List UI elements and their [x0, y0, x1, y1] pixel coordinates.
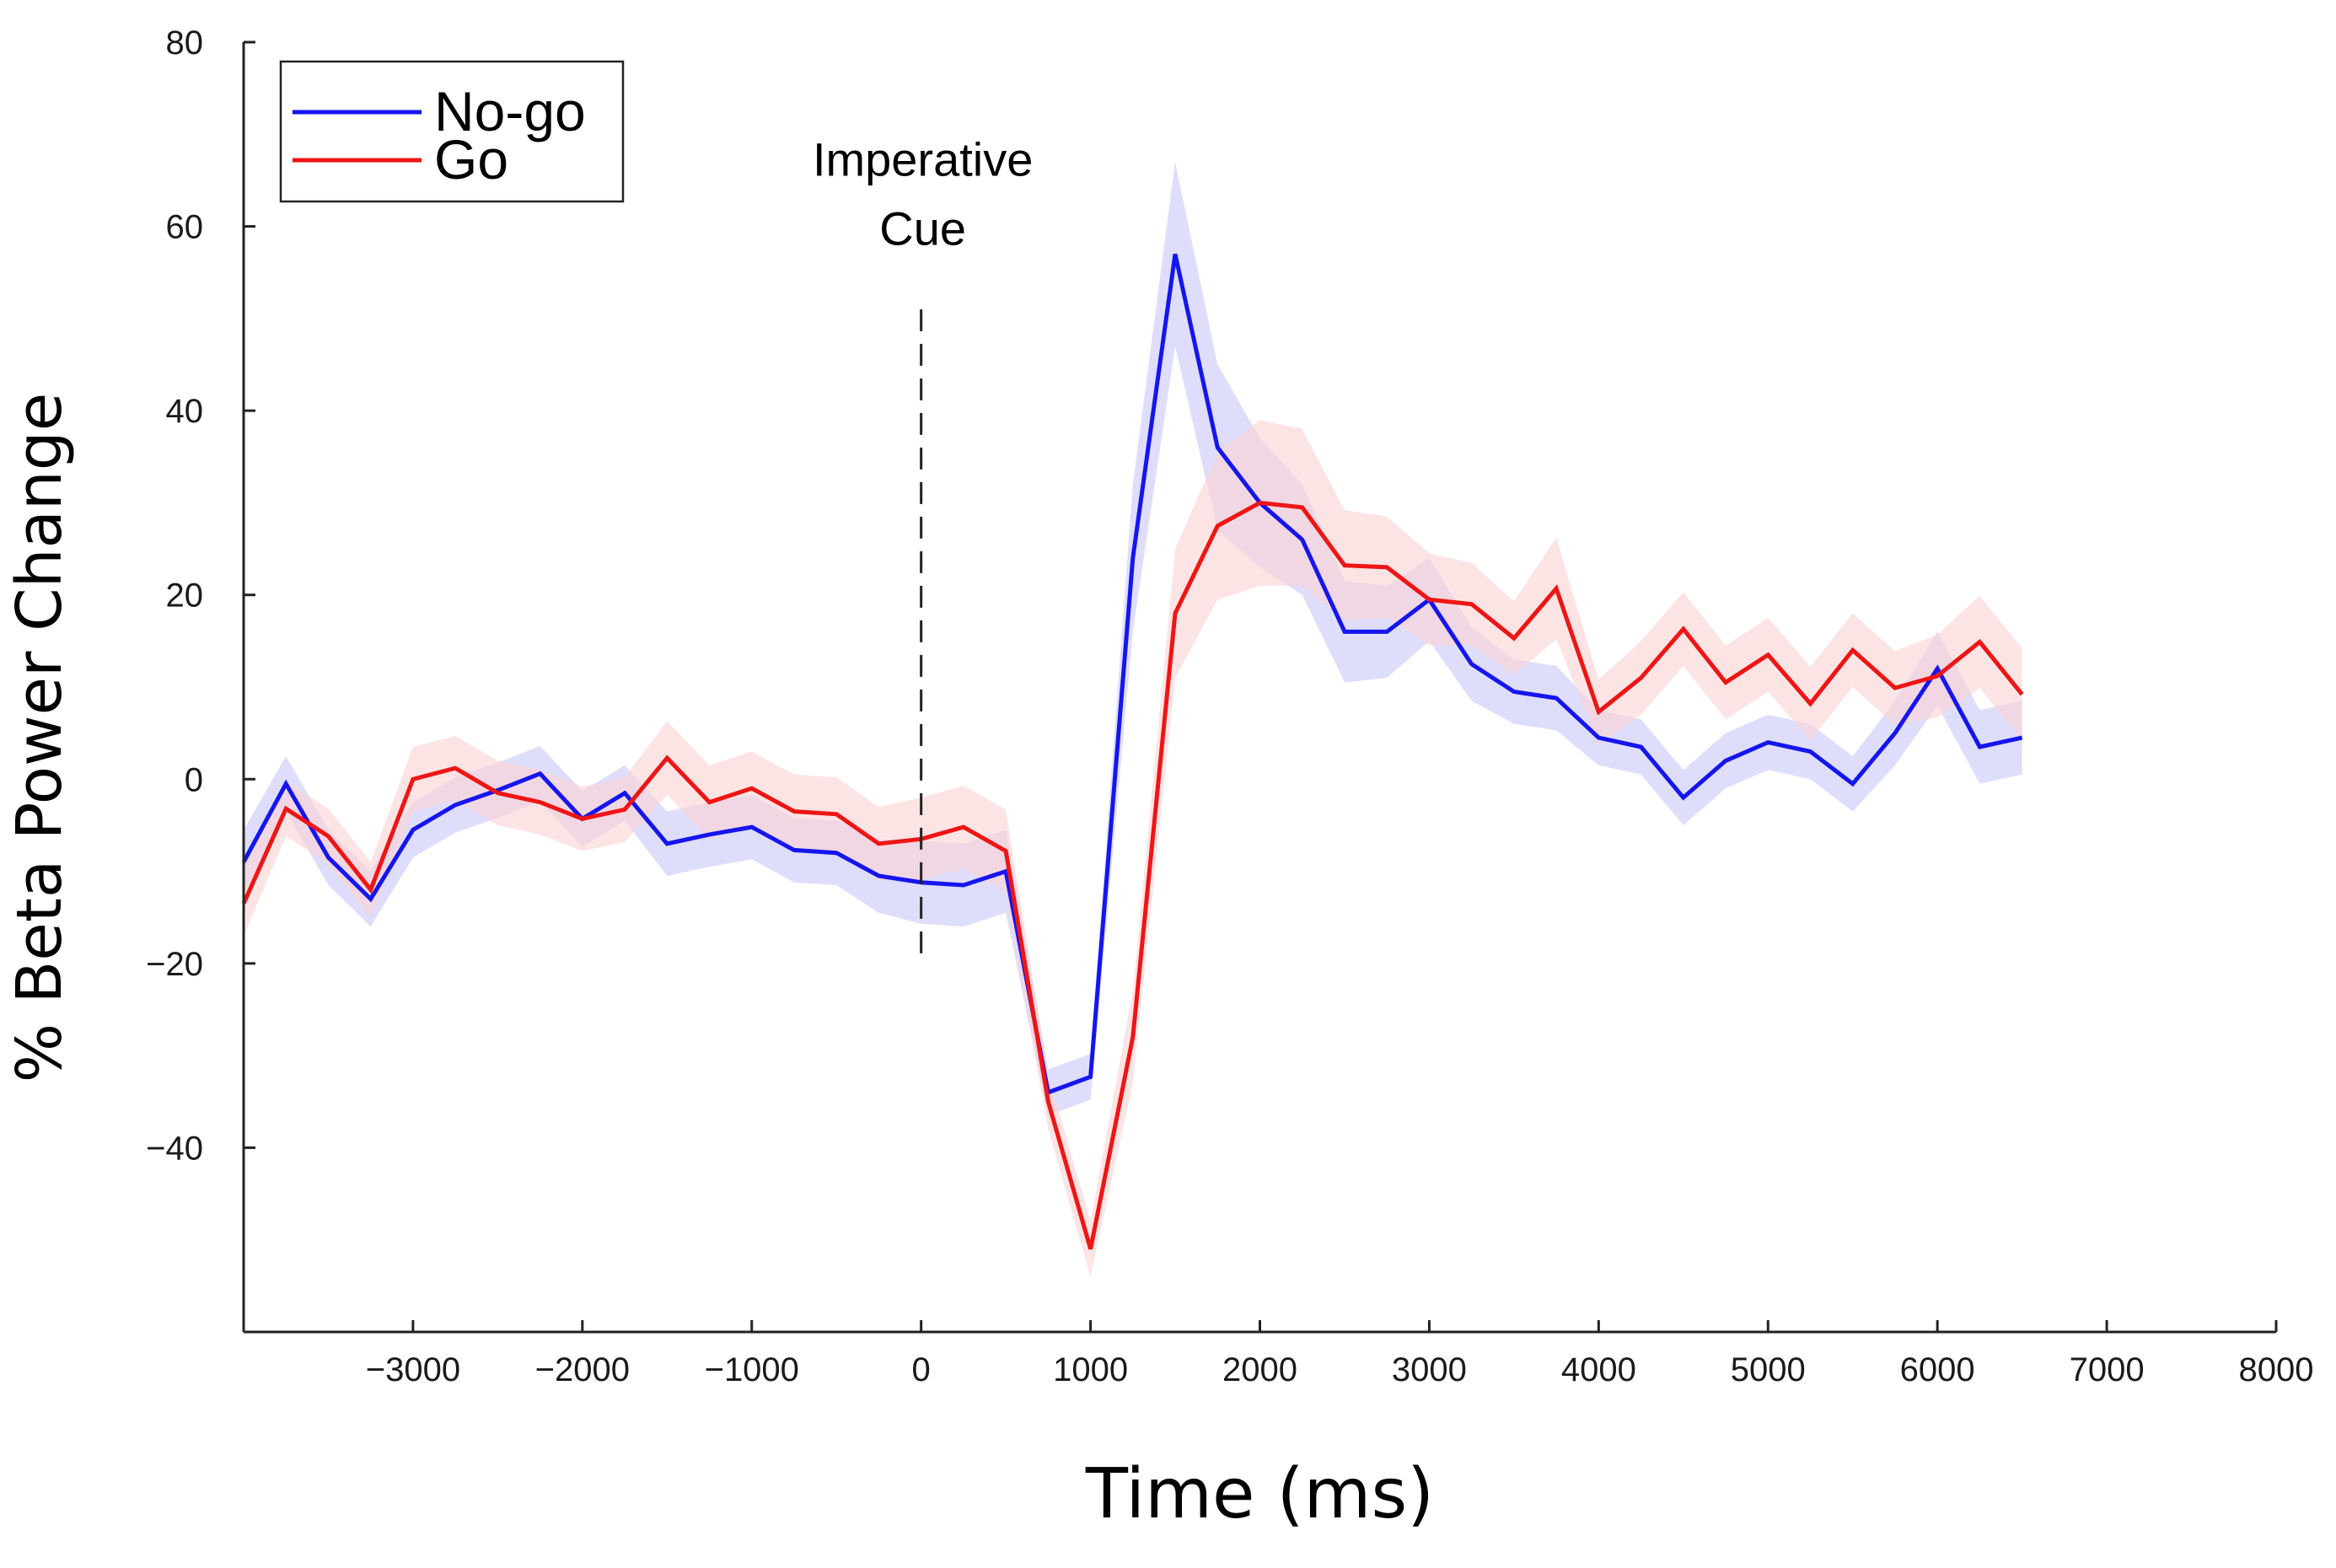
y-tick-label: 60 [166, 209, 204, 246]
line-go [241, 500, 2024, 1250]
x-tick-label: −3000 [366, 1351, 460, 1388]
legend-label-go: Go [434, 128, 508, 191]
y-tick-label: −40 [146, 1130, 203, 1167]
x-tick-label: 2000 [1222, 1351, 1297, 1388]
band-go [244, 420, 2022, 1277]
imperative-cue-label-line1: Imperative [813, 132, 1033, 185]
legend-label-no-go: No-go [434, 80, 586, 142]
y-tick-label: 40 [166, 393, 204, 430]
imperative-cue-annotation: Imperative Cue [813, 132, 1033, 964]
x-tick-label: 3000 [1392, 1351, 1467, 1388]
y-tick-label: −20 [146, 946, 203, 983]
x-ticks: −3000 −2000 −1000 0 1000 2000 3000 4000 5000 6000… [366, 1320, 2314, 1388]
x-tick-label: 1000 [1053, 1351, 1128, 1388]
x-tick-label: 0 [912, 1351, 931, 1388]
legend: No-go Go [279, 60, 625, 203]
legend-box [279, 60, 625, 203]
x-tick-label: −2000 [535, 1351, 630, 1388]
x-tick-label: 5000 [1731, 1351, 1806, 1388]
x-tick-label: 4000 [1561, 1351, 1636, 1388]
imperative-cue-label-line2: Cue [879, 201, 966, 255]
y-tick-label: 20 [166, 577, 204, 615]
y-axis-title: % Beta Power Change [3, 393, 76, 1083]
x-tick-label: 7000 [2070, 1351, 2145, 1388]
axes: −3000 −2000 −1000 0 1000 2000 3000 4000 5000 6000… [146, 24, 2313, 1388]
series-lines [241, 253, 2024, 1250]
x-axis-title: Time (ms) [1085, 1454, 1434, 1534]
x-tick-label: 8000 [2239, 1351, 2314, 1388]
y-tick-label: 80 [166, 24, 204, 62]
x-tick-label: −1000 [705, 1351, 799, 1388]
confidence-bands [244, 162, 2022, 1277]
y-tick-label: 0 [185, 761, 203, 798]
line-no-go [241, 253, 2023, 1096]
x-tick-label: 6000 [1900, 1351, 1975, 1388]
y-ticks: −40 −20 0 20 40 60 80 [146, 24, 255, 1167]
